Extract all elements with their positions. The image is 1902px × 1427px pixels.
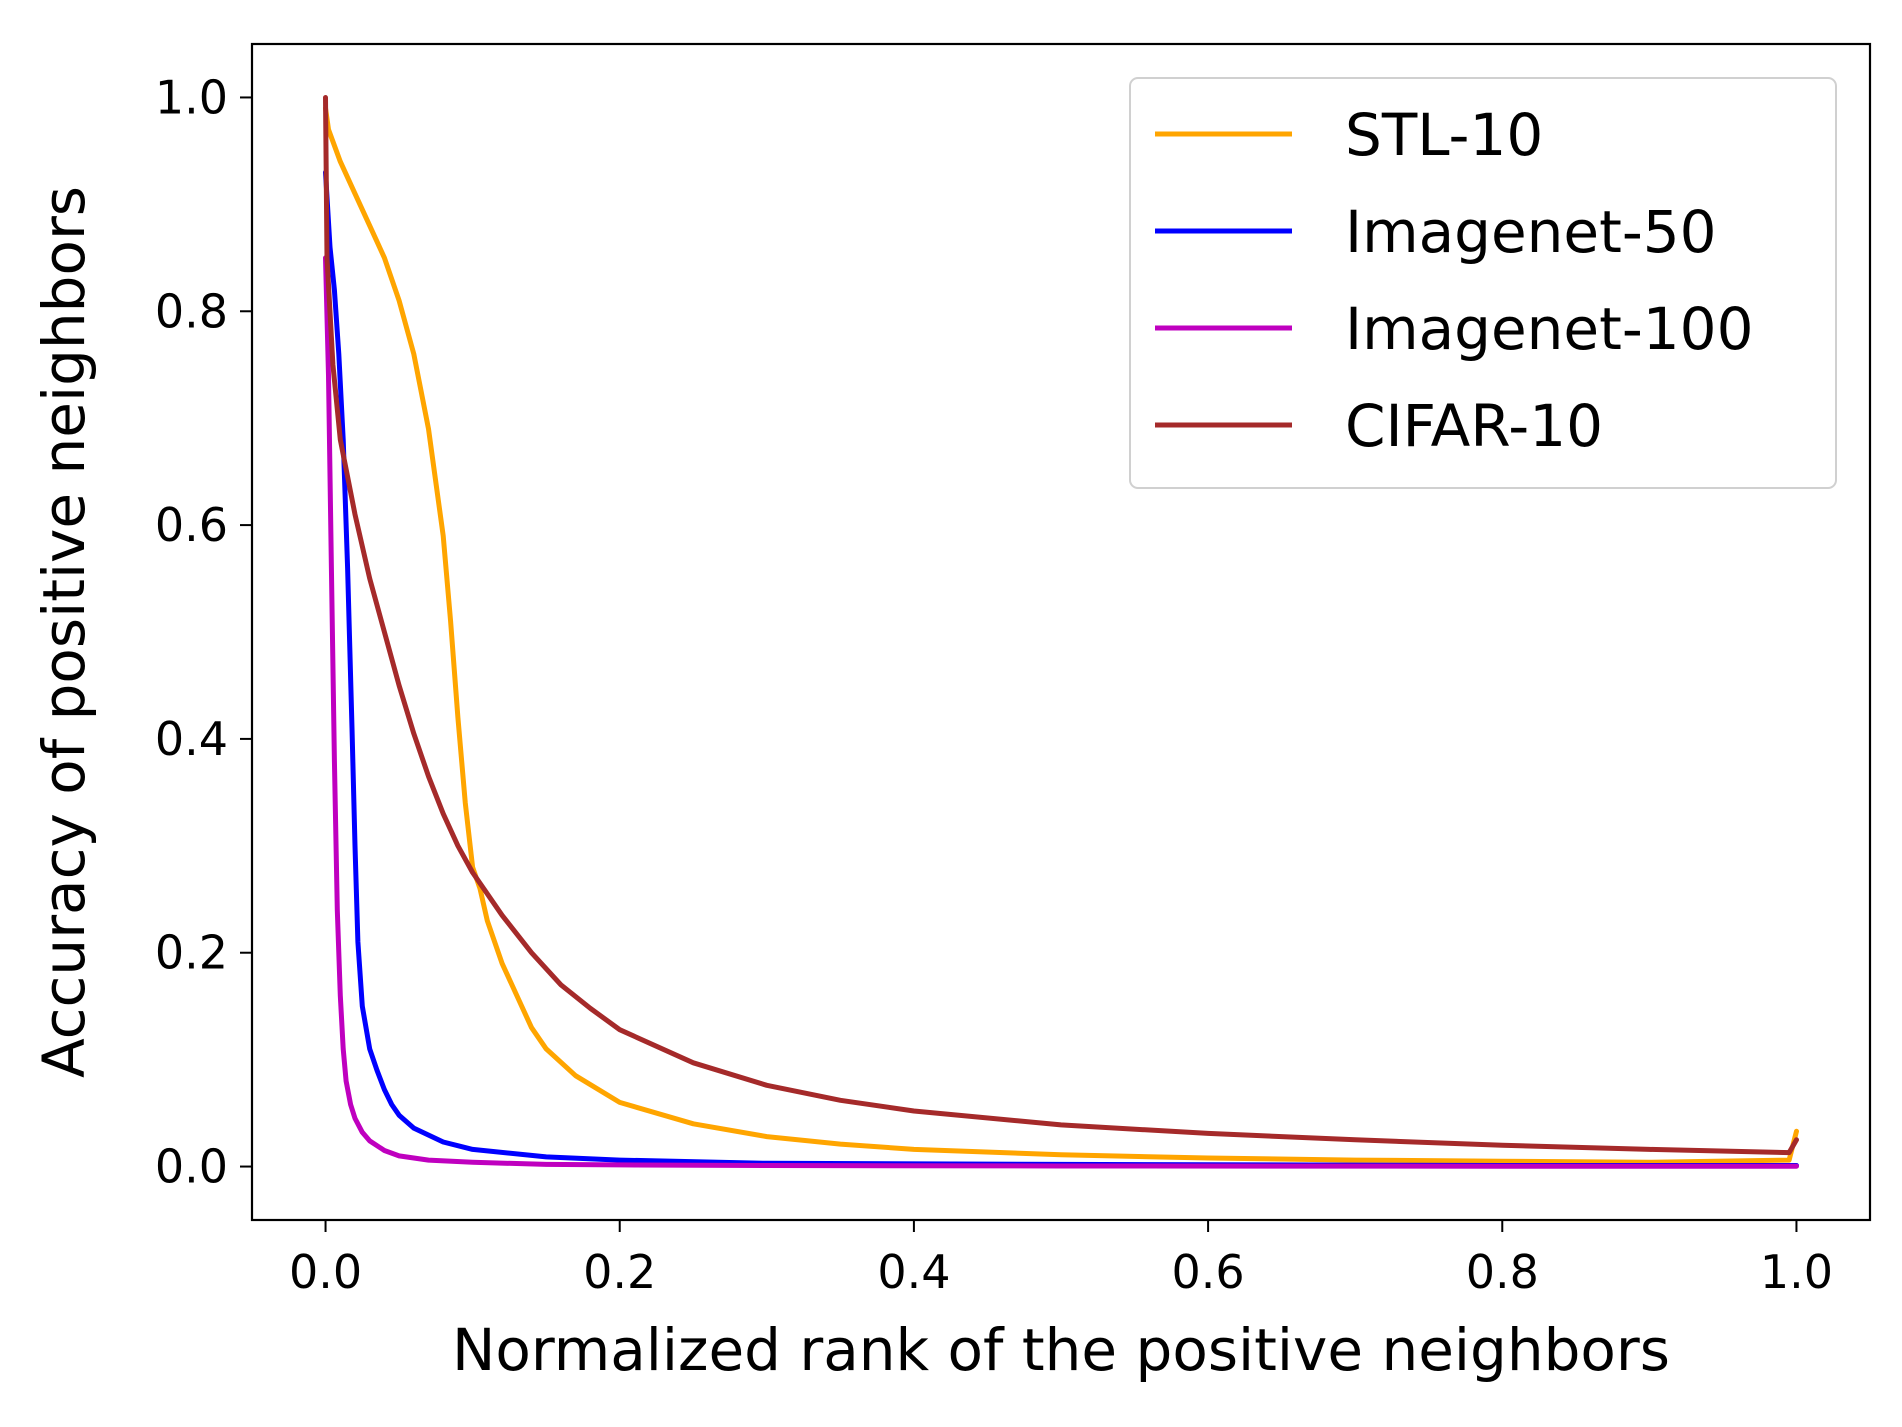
x-tick-label: 0.4 bbox=[877, 1245, 950, 1299]
x-tick-label: 0.2 bbox=[583, 1245, 656, 1299]
x-axis-label: Normalized rank of the positive neighbor… bbox=[452, 1316, 1670, 1384]
legend-label: Imagenet-100 bbox=[1345, 295, 1753, 363]
x-tick-label: 1.0 bbox=[1760, 1245, 1833, 1299]
series-layer bbox=[323, 95, 1799, 1169]
legend: STL-10 Imagenet-50 Imagenet-100 CIFAR-10 bbox=[1129, 77, 1837, 489]
legend-label: CIFAR-10 bbox=[1345, 392, 1603, 460]
y-axis: 0.0 0.2 0.4 0.6 0.8 1.0 bbox=[155, 70, 252, 1194]
x-axis: 0.0 0.2 0.4 0.6 0.8 1.0 bbox=[289, 1220, 1833, 1299]
legend-label: STL-10 bbox=[1345, 101, 1543, 169]
y-tick-label: 0.4 bbox=[155, 712, 228, 766]
y-axis-label: Accuracy of positive neighbors bbox=[30, 186, 98, 1078]
x-tick-label: 0.8 bbox=[1466, 1245, 1539, 1299]
x-tick-label: 0.0 bbox=[289, 1245, 362, 1299]
series-line-cifar-10 bbox=[323, 95, 1799, 1156]
legend-label: Imagenet-50 bbox=[1345, 198, 1717, 266]
series-line-imagenet-100 bbox=[323, 255, 1799, 1169]
y-tick-label: 0.2 bbox=[155, 926, 228, 980]
series-line-stl-10 bbox=[323, 105, 1799, 1165]
y-tick-label: 0.8 bbox=[155, 284, 228, 338]
series-line-imagenet-50 bbox=[323, 169, 1799, 1168]
legend-box bbox=[1129, 77, 1837, 489]
plot-frame bbox=[250, 42, 1872, 1222]
y-tick-label: 0.0 bbox=[155, 1140, 228, 1194]
x-tick-label: 0.6 bbox=[1172, 1245, 1245, 1299]
y-tick-label: 0.6 bbox=[155, 498, 228, 552]
y-tick-label: 1.0 bbox=[155, 70, 228, 124]
